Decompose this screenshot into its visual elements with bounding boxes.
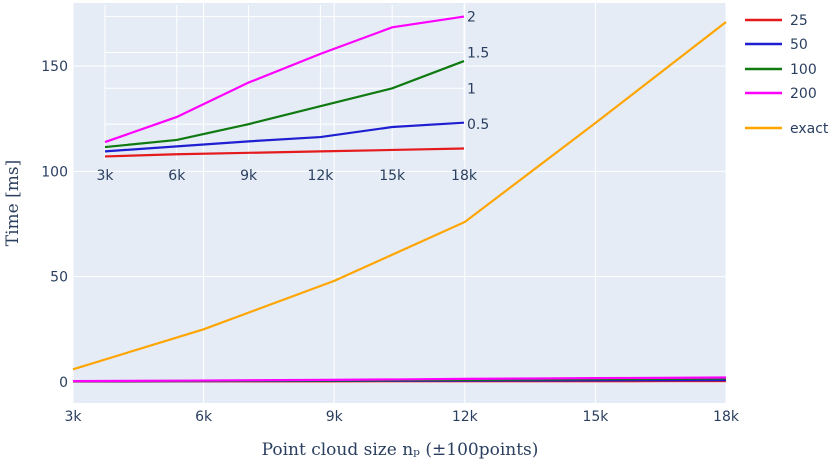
legend-label: exact xyxy=(790,121,829,137)
x-axis-title: Point cloud size nₚ (±100points) xyxy=(262,440,539,460)
plot-area xyxy=(73,3,726,403)
inset-y-tick-label: 2 xyxy=(467,10,476,26)
inset-x-tick-labels: 3k 6k 9k 12k 15k 18k xyxy=(96,168,477,184)
inset-x-tick-label: 3k xyxy=(96,168,114,184)
inset-y-tick-label: 0.5 xyxy=(467,117,489,133)
main-x-tick-label: 6k xyxy=(195,409,213,425)
legend-item-exact[interactable]: exact xyxy=(745,121,829,137)
inset-x-tick-label: 6k xyxy=(168,168,186,184)
legend-label: 50 xyxy=(790,37,808,53)
inset-series-2 xyxy=(104,60,465,149)
inset-y-tick-labels: 0.5 1 1.5 2 xyxy=(467,10,489,134)
main-x-tick-label: 15k xyxy=(582,409,609,425)
inset-x-tick-label: 15k xyxy=(379,168,406,184)
legend-item-50[interactable]: 50 xyxy=(745,37,808,53)
inset-series-0 xyxy=(104,147,465,158)
main-x-tick-label: 9k xyxy=(326,409,344,425)
main-y-tick-label: 100 xyxy=(41,164,68,180)
inset-x-tick-label: 18k xyxy=(451,168,478,184)
legend[interactable]: 25 50 100 200 exact xyxy=(745,13,829,137)
legend-label: 25 xyxy=(790,13,808,29)
legend-label: 100 xyxy=(790,62,817,78)
inset-y-tick-label: 1.5 xyxy=(467,45,489,61)
main-series-200 xyxy=(72,376,727,383)
main-x-tick-label: 12k xyxy=(452,409,479,425)
inset-series-lines xyxy=(104,15,465,158)
main-y-tick-labels: 0 50 100 150 xyxy=(41,59,68,391)
main-x-tick-labels: 3k 6k 9k 12k 15k 18k xyxy=(64,409,739,425)
inset-series-1 xyxy=(104,121,465,153)
inset-series-3 xyxy=(104,15,465,144)
main-series-exact xyxy=(72,21,727,371)
main-series-lines xyxy=(72,21,727,383)
main-y-tick-label: 50 xyxy=(50,270,68,286)
inset-y-tick-label: 1 xyxy=(467,81,476,97)
main-y-tick-label: 150 xyxy=(41,59,68,75)
inset-x-tick-label: 12k xyxy=(307,168,334,184)
legend-item-100[interactable]: 100 xyxy=(745,62,817,78)
legend-item-25[interactable]: 25 xyxy=(745,13,808,29)
main-x-tick-label: 18k xyxy=(713,409,740,425)
main-x-tick-label: 3k xyxy=(64,409,82,425)
main-y-tick-label: 0 xyxy=(59,375,68,391)
legend-label: 200 xyxy=(790,86,817,102)
y-axis-title: Time [ms] xyxy=(3,160,23,246)
inset-x-tick-label: 9k xyxy=(240,168,258,184)
legend-item-200[interactable]: 200 xyxy=(745,86,817,102)
